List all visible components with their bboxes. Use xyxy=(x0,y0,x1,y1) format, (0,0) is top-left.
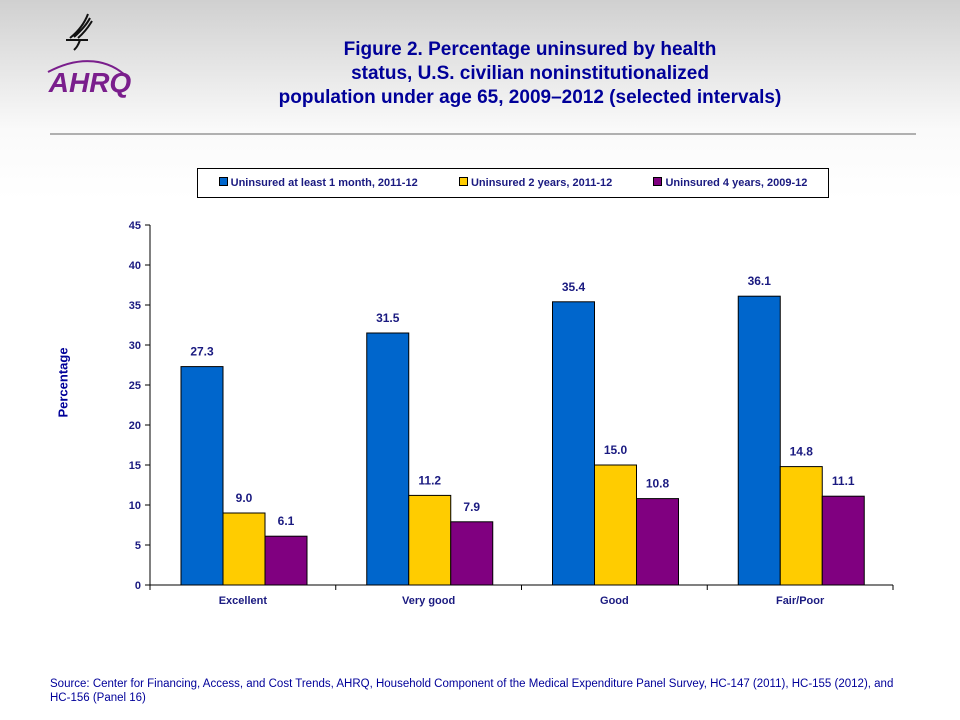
bar xyxy=(821,495,865,586)
page-title: Figure 2. Percentage uninsured by health… xyxy=(200,38,860,110)
ahrq-logo: AHRQ xyxy=(30,10,150,100)
legend-label: Uninsured 4 years, 2009-12 xyxy=(665,177,808,189)
bar xyxy=(636,498,679,586)
legend-item: Uninsured 2 years, 2011-12 xyxy=(458,177,613,189)
data-label: 11.2 xyxy=(418,473,441,487)
bar xyxy=(264,535,308,586)
x-tick-label: Excellent xyxy=(219,595,268,607)
y-tick-label: 10 xyxy=(129,500,141,512)
legend-swatch xyxy=(458,177,468,186)
bar xyxy=(552,301,595,586)
bar xyxy=(222,512,266,586)
x-tick-label: Good xyxy=(600,595,629,607)
bar xyxy=(450,521,494,586)
legend-item: Uninsured 4 years, 2009-12 xyxy=(653,177,807,189)
chart-legend: Uninsured at least 1 month, 2011-12 Unin… xyxy=(197,168,829,198)
y-tick-label: 40 xyxy=(129,260,141,272)
y-tick-label: 30 xyxy=(129,340,141,352)
title-line: Figure 2. Percentage uninsured by health xyxy=(343,39,717,60)
bar xyxy=(779,466,823,586)
divider xyxy=(50,133,916,135)
data-label: 14.8 xyxy=(790,445,814,459)
logo-text: AHRQ xyxy=(48,67,132,98)
legend-swatch xyxy=(653,177,663,186)
legend-item: Uninsured at least 1 month, 2011-12 xyxy=(218,177,418,189)
legend-label: Uninsured at least 1 month, 2011-12 xyxy=(230,177,418,189)
y-tick-label: 25 xyxy=(129,380,141,392)
data-label: 31.5 xyxy=(376,311,400,325)
y-tick-label: 35 xyxy=(129,300,141,312)
bar xyxy=(737,295,781,586)
data-label: 10.8 xyxy=(646,477,670,491)
y-tick-label: 5 xyxy=(135,540,141,552)
x-tick-label: Very good xyxy=(402,595,455,607)
bar xyxy=(180,366,224,586)
y-tick-label: 0 xyxy=(135,580,141,592)
data-label: 15.0 xyxy=(604,443,628,457)
source-note: Source: Center for Financing, Access, an… xyxy=(50,678,894,704)
title-line: status, U.S. civilian noninstitutionaliz… xyxy=(351,63,709,84)
data-label: 11.1 xyxy=(832,474,855,488)
data-label: 9.0 xyxy=(236,491,253,505)
bar xyxy=(366,332,410,586)
legend-swatch xyxy=(218,177,228,186)
data-label: 6.1 xyxy=(278,514,295,528)
data-label: 35.4 xyxy=(562,280,586,294)
bar xyxy=(594,464,637,586)
y-tick-label: 45 xyxy=(129,220,141,232)
bar xyxy=(408,494,452,586)
data-label: 7.9 xyxy=(463,500,480,514)
y-tick-label: 15 xyxy=(129,460,141,472)
y-tick-label: 20 xyxy=(129,420,141,432)
legend-label: Uninsured 2 years, 2011-12 xyxy=(470,177,613,189)
data-label: 27.3 xyxy=(190,345,214,359)
data-label: 36.1 xyxy=(748,274,772,288)
x-tick-label: Fair/Poor xyxy=(776,595,825,607)
title-line: population under age 65, 2009–2012 (sele… xyxy=(278,87,782,108)
